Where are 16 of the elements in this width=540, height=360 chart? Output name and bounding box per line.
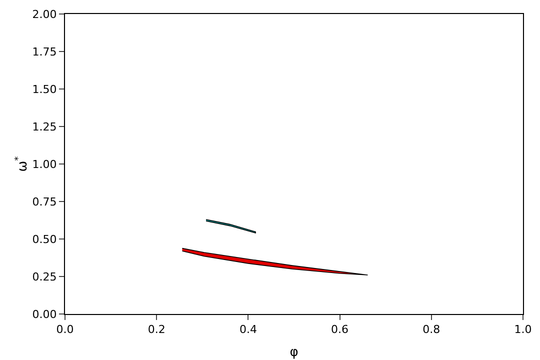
x-axis-title: φ — [290, 345, 298, 360]
x-tick-label: 0.2 — [148, 323, 166, 336]
y-tick-label: 1.75 — [32, 45, 57, 58]
y-tick-label: 0.50 — [32, 232, 57, 246]
x-tick-label: 0.8 — [422, 323, 440, 336]
x-tick-label: 0.6 — [331, 323, 349, 336]
x-tick-label: 0.0 — [56, 323, 74, 336]
y-tick-label: 1.25 — [32, 120, 57, 134]
y-tick-label: 1.50 — [32, 82, 57, 96]
y-tick-label: 0.75 — [32, 195, 57, 208]
x-tick-label: 1.0 — [514, 323, 532, 336]
y-tick-label: 0.25 — [32, 270, 57, 284]
y-tick-label: 1.00 — [32, 158, 57, 171]
x-tick-label: 0.4 — [239, 323, 257, 336]
y-tick-label: 2.00 — [32, 8, 57, 21]
y-tick-label: 0.00 — [32, 308, 57, 321]
